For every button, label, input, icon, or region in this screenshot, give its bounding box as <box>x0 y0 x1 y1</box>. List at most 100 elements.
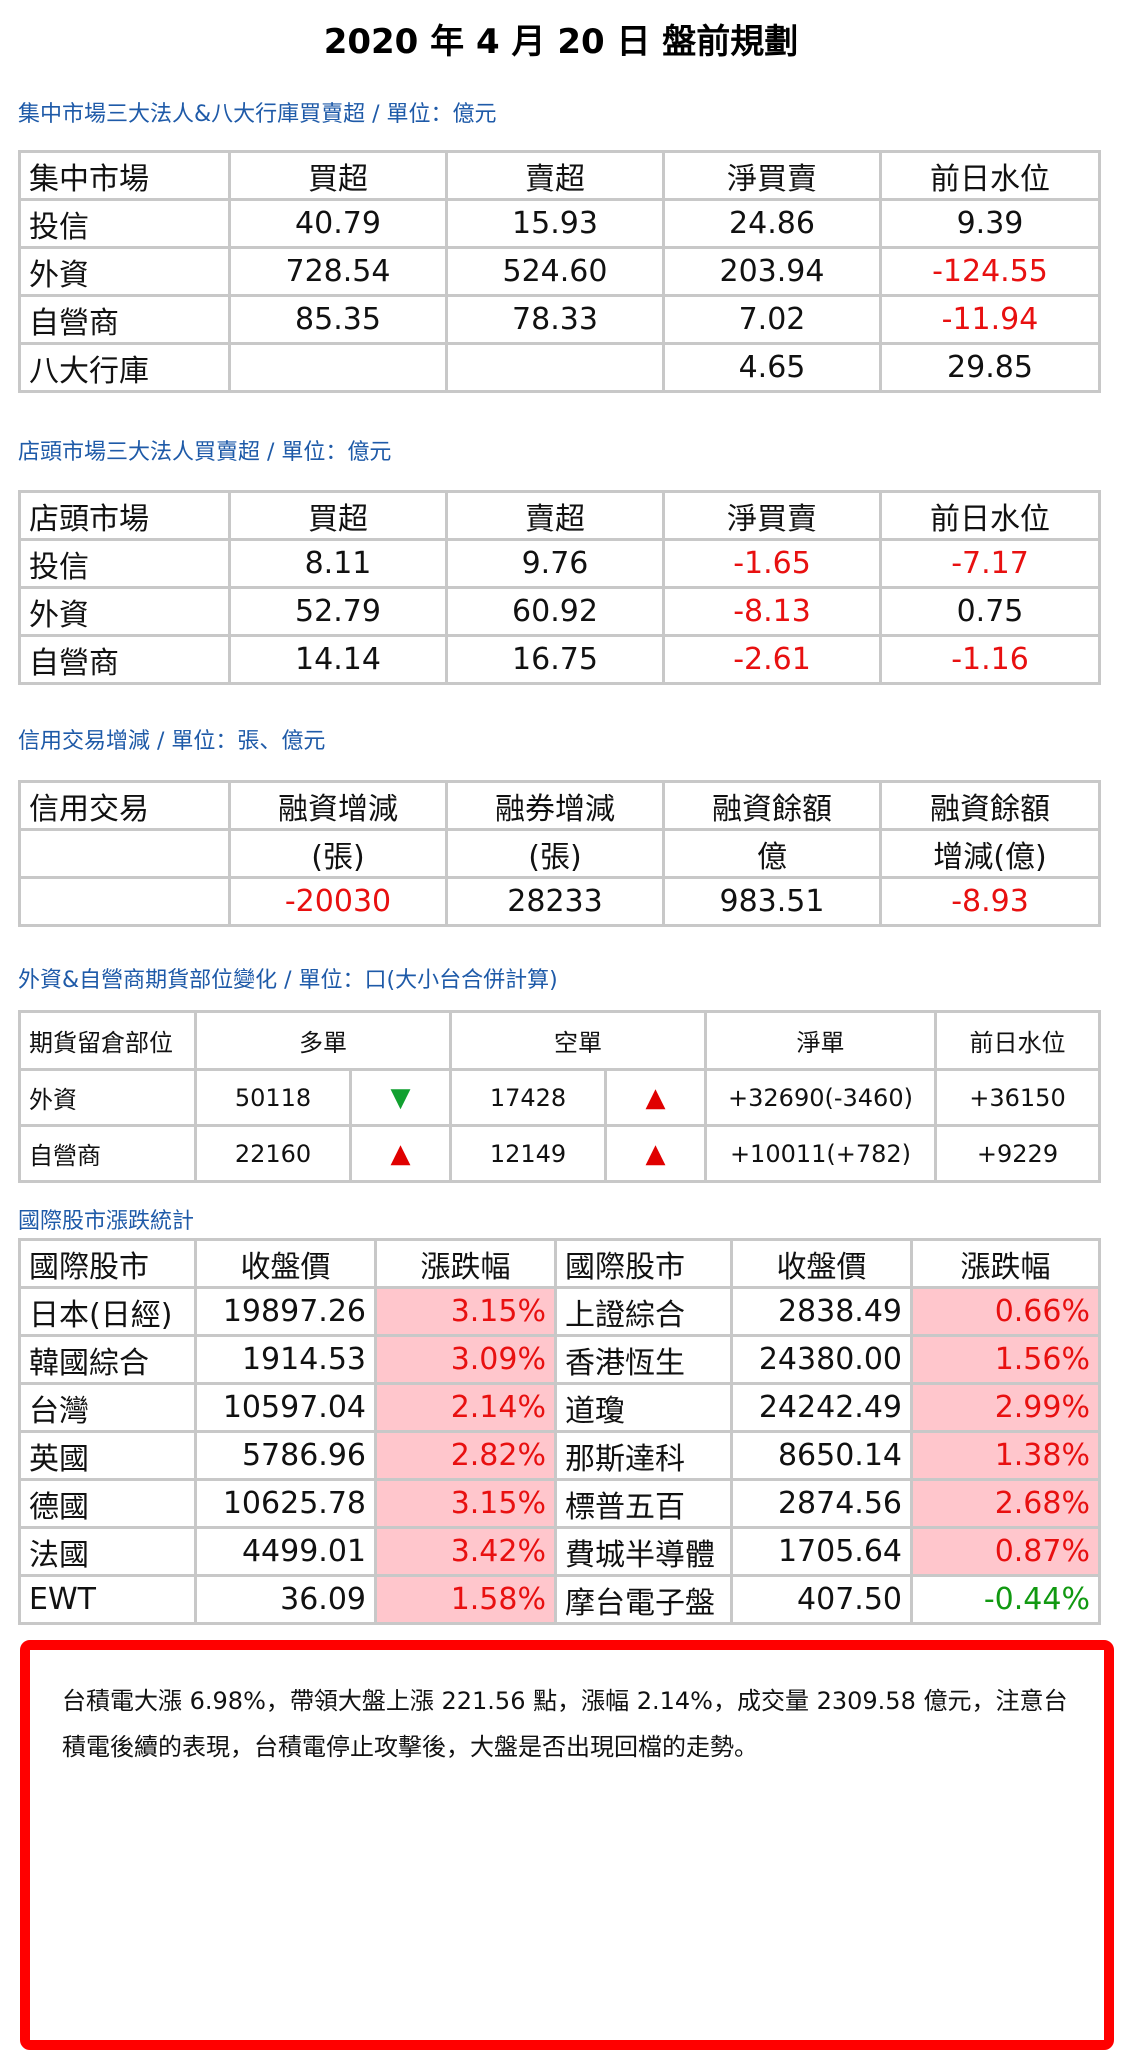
change-pct: 1.58% <box>374 1574 557 1625</box>
buy-value <box>228 342 448 393</box>
prev-level: 29.85 <box>879 342 1101 393</box>
header-cell: 前日水位 <box>879 150 1101 201</box>
prev-level: +9229 <box>934 1124 1101 1183</box>
short-change: 28233 <box>445 876 665 927</box>
header-cell: 國際股市 <box>18 1238 197 1289</box>
buy-value: 728.54 <box>228 246 448 297</box>
close-price: 10597.04 <box>194 1382 377 1433</box>
market-name: 上證綜合 <box>554 1286 733 1337</box>
table-row: 自營商 22160 ▲ 12149 ▲ +10011(+782) +9229 <box>18 1124 1101 1183</box>
net-value: +10011(+782) <box>704 1124 937 1183</box>
market-name: 標普五百 <box>554 1478 733 1529</box>
row-label: 外資 <box>18 1068 197 1127</box>
section-title-intl: 國際股市漲跌統計 <box>18 1209 195 1234</box>
arrow-down-icon: ▼ <box>390 1082 411 1113</box>
margin-balance-change: -8.93 <box>879 876 1101 927</box>
long-value: 50118 <box>194 1068 352 1127</box>
header-cell: 空單 <box>449 1010 707 1071</box>
table-row: 法國 4499.01 3.42% 費城半導體 1705.64 0.87% <box>18 1526 1101 1577</box>
commentary-text: 台積電大漲 6.98%，帶領大盤上漲 221.56 點，漲幅 2.14%，成交量… <box>62 1687 1068 1761</box>
sell-value <box>445 342 665 393</box>
table-row: 外資 52.79 60.92 -8.13 0.75 <box>18 586 1101 637</box>
table-row: 投信 40.79 15.93 24.86 9.39 <box>18 198 1101 249</box>
buy-value: 8.11 <box>228 538 448 589</box>
header-cell: 億 <box>662 828 882 879</box>
table-row: 台灣 10597.04 2.14% 道瓊 24242.49 2.99% <box>18 1382 1101 1433</box>
header-cell: 收盤價 <box>194 1238 377 1289</box>
market-name: 法國 <box>18 1526 197 1577</box>
table-row: 自營商 85.35 78.33 7.02 -11.94 <box>18 294 1101 345</box>
row-label: 外資 <box>18 246 231 297</box>
header-cell: 國際股市 <box>554 1238 733 1289</box>
buy-value: 40.79 <box>228 198 448 249</box>
header-cell: 賣超 <box>445 150 665 201</box>
table-row: 日本(日經) 19897.26 3.15% 上證綜合 2838.49 0.66% <box>18 1286 1101 1337</box>
section-title-otc: 店頭市場三大法人買賣超 / 單位：億元 <box>18 440 392 465</box>
market-name: 台灣 <box>18 1382 197 1433</box>
header-cell: 買超 <box>228 490 448 541</box>
sell-value: 524.60 <box>445 246 665 297</box>
section-title-futures: 外資&自營商期貨部位變化 / 單位：口(大小台合併計算) <box>18 968 558 993</box>
page-title: 2020 年 4 月 20 日 盤前規劃 <box>323 22 799 62</box>
change-pct: -0.44% <box>910 1574 1101 1625</box>
market-name: 費城半導體 <box>554 1526 733 1577</box>
net-value: 203.94 <box>662 246 882 297</box>
buy-value: 52.79 <box>228 586 448 637</box>
prev-level: 9.39 <box>879 198 1101 249</box>
row-label: 自營商 <box>18 1124 197 1183</box>
header-cell: 前日水位 <box>934 1010 1101 1071</box>
table-row: -20030 28233 983.51 -8.93 <box>18 876 1101 927</box>
section-title-listed: 集中市場三大法人&八大行庫買賣超 / 單位：億元 <box>18 102 497 127</box>
table-row: 外資 728.54 524.60 203.94 -124.55 <box>18 246 1101 297</box>
prev-level: -11.94 <box>879 294 1101 345</box>
close-price: 19897.26 <box>194 1286 377 1337</box>
row-label: 自營商 <box>18 634 231 685</box>
sell-value: 15.93 <box>445 198 665 249</box>
row-label: 外資 <box>18 586 231 637</box>
row-label <box>18 876 231 927</box>
net-value: 4.65 <box>662 342 882 393</box>
header-cell: 信用交易 <box>18 780 231 831</box>
close-price: 24242.49 <box>730 1382 913 1433</box>
margin-change: -20030 <box>228 876 448 927</box>
market-name: 韓國綜合 <box>18 1334 197 1385</box>
table-header-row: 店頭市場 買超 賣超 淨買賣 前日水位 <box>18 490 1101 541</box>
change-pct: 2.82% <box>374 1430 557 1481</box>
market-name: EWT <box>18 1574 197 1625</box>
prev-level: 0.75 <box>879 586 1101 637</box>
header-cell: 淨單 <box>704 1010 937 1071</box>
prev-level: +36150 <box>934 1068 1101 1127</box>
change-pct: 3.42% <box>374 1526 557 1577</box>
table-row: 德國 10625.78 3.15% 標普五百 2874.56 2.68% <box>18 1478 1101 1529</box>
buy-value: 85.35 <box>228 294 448 345</box>
header-cell: 多單 <box>194 1010 452 1071</box>
table-row: 自營商 14.14 16.75 -2.61 -1.16 <box>18 634 1101 685</box>
listed-market-table: 集中市場 買超 賣超 淨買賣 前日水位 投信 40.79 15.93 24.86… <box>18 150 1101 393</box>
margin-balance: 983.51 <box>662 876 882 927</box>
net-value: 24.86 <box>662 198 882 249</box>
net-value: -8.13 <box>662 586 882 637</box>
prev-level: -7.17 <box>879 538 1101 589</box>
change-pct: 3.09% <box>374 1334 557 1385</box>
close-price: 407.50 <box>730 1574 913 1625</box>
change-pct: 2.14% <box>374 1382 557 1433</box>
close-price: 36.09 <box>194 1574 377 1625</box>
close-price: 1914.53 <box>194 1334 377 1385</box>
net-value: +32690(-3460) <box>704 1068 937 1127</box>
sell-value: 78.33 <box>445 294 665 345</box>
net-value: -2.61 <box>662 634 882 685</box>
table-row: 外資 50118 ▼ 17428 ▲ +32690(-3460) +36150 <box>18 1068 1101 1127</box>
market-name: 道瓊 <box>554 1382 733 1433</box>
header-cell: 集中市場 <box>18 150 231 201</box>
net-value: -1.65 <box>662 538 882 589</box>
header-cell: 淨買賣 <box>662 490 882 541</box>
change-pct: 3.15% <box>374 1286 557 1337</box>
table-row: 韓國綜合 1914.53 3.09% 香港恆生 24380.00 1.56% <box>18 1334 1101 1385</box>
market-name: 英國 <box>18 1430 197 1481</box>
sell-value: 9.76 <box>445 538 665 589</box>
market-name: 日本(日經) <box>18 1286 197 1337</box>
table-header-row: 集中市場 買超 賣超 淨買賣 前日水位 <box>18 150 1101 201</box>
table-row: 八大行庫 4.65 29.85 <box>18 342 1101 393</box>
sell-value: 60.92 <box>445 586 665 637</box>
intl-markets-table: 國際股市 收盤價 漲跌幅 國際股市 收盤價 漲跌幅 日本(日經) 19897.2… <box>18 1238 1101 1625</box>
